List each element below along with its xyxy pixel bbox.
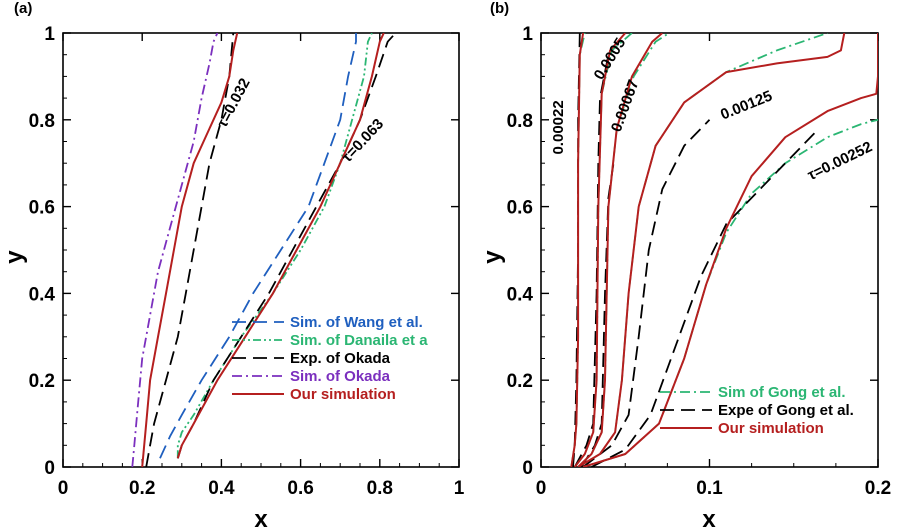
- x-tick-label: 0.6: [287, 478, 313, 499]
- panel-label: (a): [14, 0, 32, 17]
- plot-frame: [62, 32, 460, 468]
- legend: Sim. of Wang et al.Sim. of Danaila et aE…: [232, 314, 428, 403]
- y-tick-label: 0: [44, 458, 55, 479]
- series-line-exp-of-okada-2: [145, 33, 235, 467]
- series-line-our-simulation-6: [176, 33, 385, 459]
- y-tick-label: 1: [44, 24, 55, 45]
- panel-label: (b): [490, 0, 509, 17]
- curve-annotation: 0.00067: [608, 77, 643, 134]
- curve-annotation: 0.00022: [550, 100, 567, 154]
- legend-label: Our simulation: [718, 420, 824, 437]
- y-tick-label: 0.8: [29, 111, 55, 132]
- y-tick-label: 1: [522, 24, 533, 45]
- legend-label: Sim. of Okada: [290, 368, 391, 385]
- panel-a: 0 0.2 0.4 0.6 0.8 1 0 0.2 0.4 0.6 0.8 1 x y (a) τ=0.032…: [1, 0, 465, 530]
- x-tick-label: 0: [536, 478, 547, 499]
- x-tick-label: 0.2: [129, 478, 155, 499]
- legend-label: Sim of Gong et al.: [718, 384, 846, 401]
- series-line-sim-of-okada-4: [131, 33, 219, 467]
- y-tick-label: 0.4: [29, 284, 56, 305]
- y-tick-label: 0.2: [29, 371, 55, 392]
- series-group: [570, 33, 878, 467]
- curve-annotation: τ=0.00252: [805, 138, 875, 184]
- x-axis-label: x: [254, 506, 268, 530]
- y-axis-label: y: [479, 250, 506, 264]
- legend: Sim of Gong et al.Expe of Gong et al.Our…: [660, 384, 854, 437]
- y-axis-label: y: [1, 250, 28, 264]
- series-line-sim-of-danaila-et-a-1: [176, 33, 373, 459]
- x-tick-label: 1: [454, 478, 465, 499]
- x-axis-label: x: [702, 506, 716, 530]
- series-group: [131, 33, 397, 467]
- x-tick-label: 0.4: [208, 478, 235, 499]
- legend-label: Sim. of Wang et al.: [290, 314, 423, 331]
- series-line-our-simulation-14: [582, 33, 878, 467]
- x-tick-label: 0.1: [696, 478, 723, 499]
- curve-annotation: τ=0.032: [214, 76, 254, 131]
- curve-annotation: 0.0005: [591, 35, 630, 83]
- series-line-expe-of-gong-et-al-9: [591, 127, 820, 467]
- curve-annotation: 0.00125: [718, 87, 775, 123]
- legend-label: Exp. of Okada: [290, 350, 391, 367]
- x-tick-label: 0.2: [865, 478, 891, 499]
- series-line-our-simulation-12: [577, 33, 663, 467]
- y-tick-label: 0.6: [29, 198, 55, 219]
- series-line-sim-of-wang-et-al-0: [159, 33, 357, 459]
- series-line-our-simulation-5: [141, 33, 239, 467]
- panel-b: 0 0.1 0.200.20.40.60.81xy(b)0.000220.00050…: [479, 0, 891, 530]
- x-tick-label: 0: [58, 478, 69, 499]
- legend-label: Expe of Gong et al.: [718, 402, 854, 419]
- legend-label: Our simulation: [290, 386, 396, 403]
- series-line-expe-of-gong-et-al-8: [582, 119, 711, 467]
- y-tick-label: 0.8: [507, 111, 533, 132]
- y-tick-label: 0.6: [507, 198, 533, 219]
- y-tick-label: 0: [522, 458, 533, 479]
- x-tick-label: 0.8: [367, 478, 393, 499]
- series-line-our-simulation-10: [570, 33, 585, 467]
- series-line-exp-of-okada-3: [176, 33, 397, 459]
- y-tick-label: 0.4: [507, 284, 534, 305]
- series-line-our-simulation-11: [573, 33, 627, 467]
- series-line-our-simulation-13: [577, 33, 846, 467]
- y-tick-label: 0.2: [507, 371, 533, 392]
- legend-label: Sim. of Danaila et a: [290, 332, 428, 349]
